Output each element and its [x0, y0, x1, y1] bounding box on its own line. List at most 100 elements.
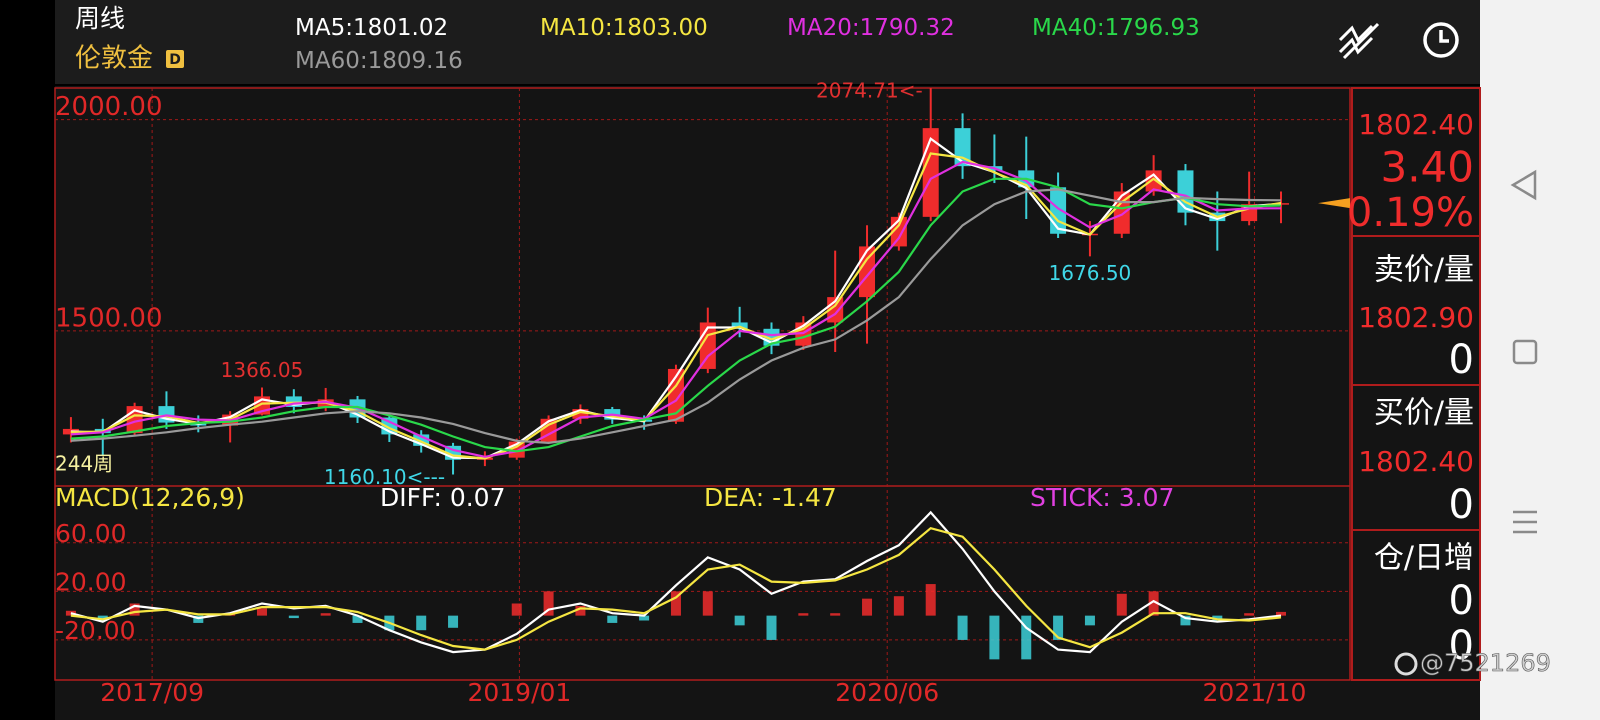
macd-stick	[256, 608, 267, 616]
legend-name: DIFF	[380, 483, 434, 512]
macd-stick	[1180, 615, 1191, 626]
legend-separator: :	[360, 48, 368, 74]
legend-separator: :	[433, 483, 449, 512]
legend-name: MA40	[1032, 15, 1097, 41]
legend-separator: :	[756, 483, 772, 512]
watermark: @7521269	[1420, 649, 1551, 677]
bid-price: 1802.40	[1358, 445, 1474, 478]
ma-line	[70, 136, 1282, 460]
macd-stick	[702, 591, 713, 616]
legend-name: STICK	[1030, 483, 1103, 512]
legend-name: MA20	[787, 15, 852, 41]
macd-legend-entry: DIFF: 0.07	[380, 483, 506, 512]
macd-stick	[1053, 615, 1064, 640]
bid-volume: 0	[1449, 482, 1474, 528]
oi-change: 0	[1449, 623, 1474, 669]
legend-name: MA5	[295, 15, 345, 41]
legend-entry: MA40:1796.93	[1032, 15, 1200, 41]
macd-stick	[957, 615, 968, 640]
legend-value: -1.47	[772, 483, 837, 512]
x-tick-label: 2020/06	[835, 678, 939, 707]
macd-stick	[1276, 611, 1287, 616]
macd-stick	[320, 613, 331, 616]
legend-name: DEA	[704, 483, 756, 512]
candle-body	[1145, 170, 1162, 192]
macd-stick	[670, 591, 681, 616]
watermark-icon	[1394, 652, 1418, 676]
oi-label: 仓/日增	[1374, 541, 1474, 576]
macd-stick	[830, 613, 841, 616]
y-tick-label: 1500.00	[55, 303, 163, 333]
y-tick-label: 2000.00	[55, 92, 163, 122]
macd-stick	[511, 603, 522, 616]
macd-stick	[607, 615, 618, 623]
legend-separator: :	[605, 15, 613, 41]
x-tick-label: 2017/09	[100, 678, 204, 707]
instrument-name[interactable]: 伦敦金	[75, 44, 153, 74]
macd-stick	[1116, 593, 1127, 616]
ma-line	[70, 152, 1282, 460]
ma-line	[70, 188, 1282, 445]
legend-value: 1790.32	[860, 15, 955, 41]
ask-volume: 0	[1449, 337, 1474, 383]
macd-stick	[129, 603, 140, 616]
ma-line	[70, 160, 1282, 458]
macd-stick	[97, 615, 108, 621]
price-change: 3.40	[1380, 143, 1474, 192]
chart-frame	[54, 87, 1351, 681]
macd-stick	[416, 615, 427, 631]
legend-value: 1801.02	[353, 15, 448, 41]
ma-line	[70, 177, 1282, 453]
last-price: 1802.40	[1358, 108, 1474, 141]
legend-value: 0.07	[450, 483, 506, 512]
macd-stick	[448, 615, 459, 628]
nav-bar	[1480, 0, 1600, 720]
candle-body	[572, 409, 589, 419]
legend-value: 1803.00	[613, 15, 708, 41]
indicator-icon[interactable]	[1338, 22, 1380, 60]
candle-body	[859, 246, 876, 298]
legend-value: 3.07	[1119, 483, 1175, 512]
macd-stick	[352, 615, 363, 623]
legend-name: MA10	[540, 15, 605, 41]
menu-button[interactable]	[1513, 510, 1537, 534]
macd-stick	[734, 615, 745, 626]
macd-stick	[798, 613, 809, 616]
macd-legend-entry: DEA: -1.47	[704, 483, 837, 512]
legend-value: 1809.16	[368, 48, 463, 74]
current-price-marker	[1318, 198, 1350, 209]
annotation: 1676.50	[1049, 261, 1132, 285]
bid-label: 买价/量	[1374, 396, 1474, 431]
legend-separator: :	[852, 15, 860, 41]
period-title[interactable]: 周线	[75, 4, 125, 33]
open-interest: 0	[1449, 578, 1474, 624]
legend-entry: MA60:1809.16	[295, 48, 463, 74]
header-bar	[55, 0, 1480, 84]
macd-stick	[893, 596, 904, 616]
legend-separator: :	[1102, 483, 1118, 512]
macd-line	[70, 526, 1282, 651]
badge-box	[166, 50, 184, 68]
macd-legend-entry: STICK: 3.07	[1030, 483, 1174, 512]
legend-entry: MA20:1790.32	[787, 15, 955, 41]
back-button[interactable]	[1510, 169, 1537, 201]
macd-stick	[766, 615, 777, 640]
candle-body	[413, 434, 430, 446]
x-tick-label: 2021/10	[1203, 678, 1307, 707]
ask-label: 卖价/量	[1374, 253, 1474, 288]
clock-icon[interactable]	[1423, 22, 1459, 58]
period-count: 244周	[55, 452, 113, 476]
legend-entry: MA10:1803.00	[540, 15, 708, 41]
macd-stick	[543, 591, 554, 616]
home-button[interactable]	[1512, 339, 1538, 365]
annotation: 1160.10<---	[324, 465, 445, 489]
legend-entry: MA5:1801.02	[295, 15, 448, 41]
badge: D	[169, 52, 181, 68]
macd-stick	[925, 584, 936, 616]
macd-stick	[1212, 615, 1223, 621]
quote-panel: 1802.40 3.40 0.19% 卖价/量 1802.90 0 买价/量 1…	[1347, 87, 1481, 681]
legend-name: MA60	[295, 48, 360, 74]
plot: 2017/09 2019/01 2020/06 2021/10 2000.00 1500.…	[54, 15, 1351, 707]
